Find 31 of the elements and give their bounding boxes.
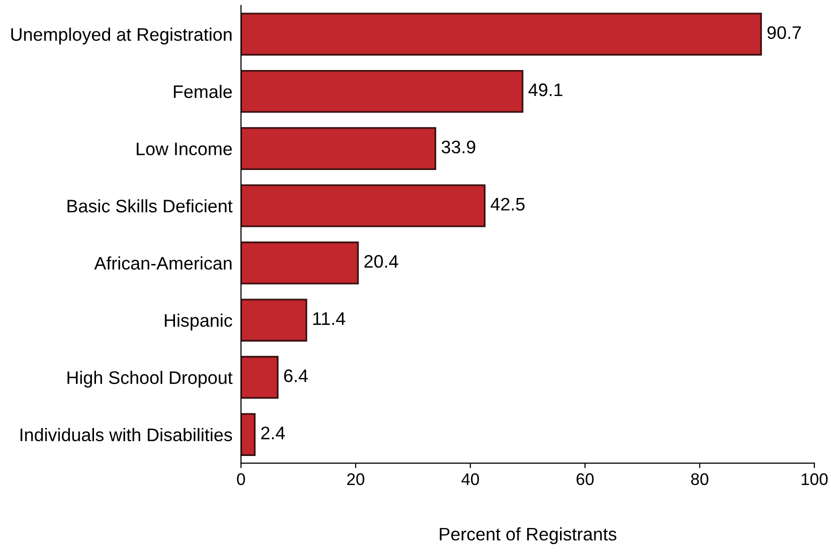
- bar: [240, 127, 436, 170]
- x-tick-label: 0: [237, 473, 245, 486]
- x-tick-label: 40: [461, 473, 479, 486]
- bar: [240, 70, 524, 113]
- y-tick-label: Female: [174, 84, 232, 98]
- y-tick-label: High School Dropout: [68, 370, 233, 388]
- bar: [240, 356, 279, 399]
- y-tick-label: African-American: [94, 256, 232, 270]
- data-label: 49.1: [528, 83, 562, 96]
- data-label: 6.4: [284, 369, 308, 382]
- data-label: 11.4: [313, 312, 346, 325]
- y-tick-label: Individuals with Disabilities: [20, 428, 232, 442]
- bar: [240, 184, 486, 228]
- bar: [240, 12, 762, 56]
- y-tick-label: Low Income: [136, 142, 232, 156]
- bar: [240, 242, 359, 284]
- x-tick-label: 20: [347, 473, 364, 486]
- data-label: 42.5: [490, 198, 525, 211]
- y-tick-label: Unemployed at Registration: [11, 28, 232, 44]
- data-label: 2.4: [261, 426, 285, 440]
- y-tick-label: Hispanic: [164, 314, 232, 330]
- x-axis-title: Percent of Registrants: [440, 527, 616, 544]
- bar: [240, 413, 256, 456]
- data-label: 33.9: [442, 140, 476, 154]
- data-label: 90.7: [767, 26, 801, 40]
- bar: [240, 298, 308, 342]
- x-tick-label: 80: [691, 473, 708, 486]
- data-label: 20.4: [364, 255, 398, 268]
- x-tick-label: 100: [802, 473, 828, 486]
- y-tick-label: Basic Skills Deficient: [68, 199, 233, 212]
- x-tick-label: 60: [576, 473, 594, 486]
